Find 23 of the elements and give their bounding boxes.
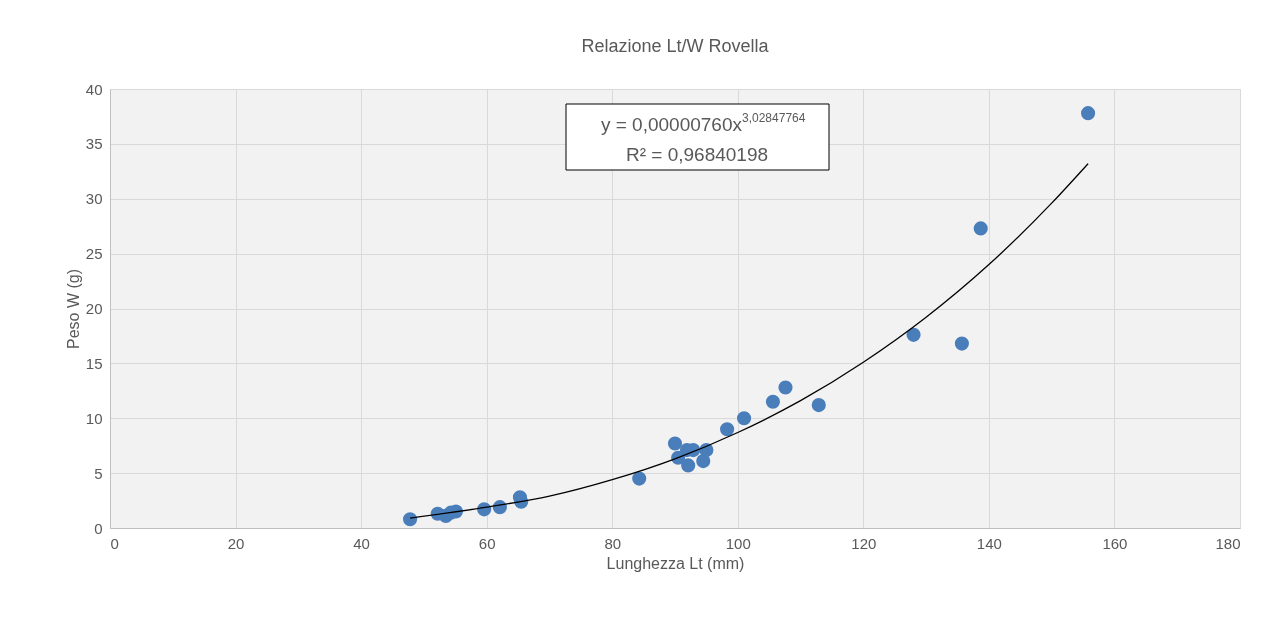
y-tick-label: 30 <box>85 190 103 208</box>
y-tick-label: 10 <box>85 409 103 427</box>
y-tick-label: 20 <box>85 300 103 317</box>
x-axis-title: Lunghezza Lt (mm) <box>606 554 745 572</box>
x-tick-label: 120 <box>851 534 877 552</box>
x-tick-label: 180 <box>1215 534 1241 552</box>
y-tick-label: 15 <box>85 354 103 372</box>
x-tick-label: 40 <box>353 534 370 552</box>
x-tick-label: 160 <box>1102 534 1128 552</box>
x-tick-label: 0 <box>110 534 119 552</box>
annotation: R² = 0,96840198 <box>625 144 769 165</box>
x-tick-label: 80 <box>604 534 622 552</box>
y-tick-label: 35 <box>85 135 103 153</box>
x-tick-label: 60 <box>478 534 496 552</box>
y-axis-title: Peso W (g) <box>64 268 82 350</box>
y-tick-label: 0 <box>94 519 103 537</box>
x-tick-label: 100 <box>725 534 751 552</box>
y-tick-label: 5 <box>94 464 103 482</box>
y-tick-label: 25 <box>85 245 103 263</box>
x-tick-label: 20 <box>227 534 245 552</box>
chart-title: Relazione Lt/W Rovella <box>581 36 770 56</box>
x-tick-label: 140 <box>976 534 1002 552</box>
y-tick-label: 40 <box>85 80 103 98</box>
